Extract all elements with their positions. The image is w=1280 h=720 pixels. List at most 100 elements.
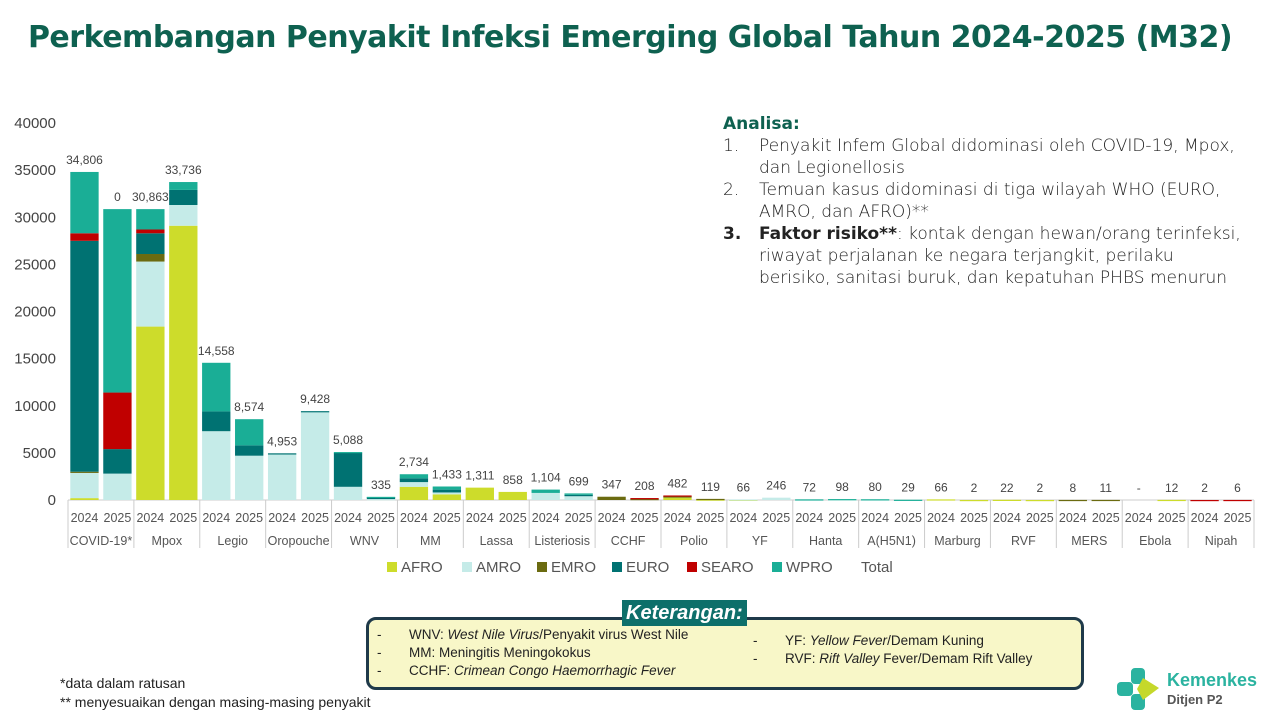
x-tick-year: 2025	[1026, 511, 1054, 525]
page-title: Perkembangan Penyakit Infeksi Emerging G…	[27, 20, 1233, 55]
bar-segment-wpro	[169, 182, 198, 190]
x-category-label: Mpox	[152, 534, 183, 548]
bar-segment-emro	[70, 471, 99, 473]
legend-swatch-wpro	[772, 562, 782, 572]
bar-segment-wpro	[432, 486, 462, 490]
bar-segment-euro	[300, 411, 330, 413]
y-tick-label: 0	[48, 492, 56, 509]
total-data-label: 66	[934, 480, 948, 494]
bar-segment-searo	[630, 498, 659, 500]
x-category-label: COVID-19*	[70, 534, 133, 548]
bar-segment-amro	[333, 486, 363, 500]
total-data-label: 2	[971, 481, 978, 495]
bar-segment-afro	[70, 498, 99, 500]
x-tick-year: 2025	[828, 511, 856, 525]
full-name: Crimean Congo Haemorrhagic Fever	[454, 663, 676, 678]
x-category-label: WNV	[350, 534, 380, 548]
legend-swatch-afro	[387, 562, 397, 572]
footnote: ** menyesuaikan dengan masing-masing pen…	[60, 694, 371, 710]
total-data-label: 8	[1069, 481, 1076, 495]
bar-segment-wpro	[235, 419, 264, 446]
x-tick-year: 2024	[729, 511, 757, 525]
bar-segment-wpro	[828, 499, 857, 501]
x-category-label: RVF	[1011, 534, 1036, 548]
x-tick-year: 2024	[664, 511, 692, 525]
analysis-num: 2.	[723, 180, 740, 200]
full-name: West Nile Virus	[447, 627, 540, 642]
legend-swatch-emro	[537, 562, 547, 572]
bar-segment-amro	[300, 412, 330, 500]
total-data-label: 347	[602, 478, 622, 492]
total-data-label: 119	[701, 480, 720, 494]
logo-name: Kemenkes	[1167, 670, 1258, 690]
x-tick-year: 2024	[400, 511, 428, 525]
bar-segment-emro	[1058, 499, 1087, 502]
bar-segment-amro	[103, 473, 132, 500]
bar-segment-amro	[564, 496, 593, 500]
bar-segment-amro	[70, 472, 99, 499]
description: /Penyakit virus West Nile	[539, 627, 689, 642]
total-data-label: 33,736	[165, 163, 202, 177]
legend-label: Total	[861, 559, 893, 576]
bar-segment-afro	[465, 487, 494, 500]
bar-segment-wpro	[70, 171, 99, 234]
total-data-label: 66	[737, 480, 751, 494]
total-data-label: 2,734	[399, 455, 429, 469]
legend-label: WPRO	[786, 559, 833, 576]
bar-segment-amro	[366, 499, 396, 501]
analysis-num: 3.	[723, 224, 742, 244]
x-tick-year: 2025	[762, 511, 790, 525]
bar-segment-afro	[1025, 499, 1055, 502]
bullet-dash: -	[753, 633, 758, 648]
bar-segment-afro	[169, 225, 198, 501]
bar-segment-euro	[136, 233, 165, 255]
x-category-label: Marburg	[934, 534, 981, 548]
bar-segment-amro	[235, 455, 264, 500]
bar-segment-amro	[169, 204, 198, 226]
bar-segment-amro	[531, 492, 560, 500]
bar-segment-searo	[70, 233, 99, 241]
total-data-label: 699	[569, 474, 589, 488]
bar-segment-emro	[696, 498, 725, 501]
abbr: CCHF:	[409, 663, 454, 678]
total-data-label: 80	[868, 480, 882, 494]
analysis-num: 1.	[723, 136, 740, 156]
bar-segment-euro	[103, 449, 132, 474]
bar-segment-wpro	[202, 362, 231, 412]
bullet-dash: -	[377, 627, 382, 642]
bar-segment-euro	[399, 478, 429, 483]
bar-segment-emro	[1091, 499, 1120, 502]
total-data-label: 4,953	[267, 434, 297, 448]
x-tick-year: 2025	[1158, 511, 1186, 525]
bar-segment-emro	[663, 496, 692, 498]
bar-segment-amro	[202, 431, 231, 500]
y-tick-label: 30000	[14, 209, 56, 226]
x-tick-year: 2025	[894, 511, 922, 525]
y-tick-label: 15000	[14, 351, 56, 368]
bar-segment-afro	[498, 491, 527, 500]
legend-swatch-euro	[612, 562, 622, 572]
analysis-item: Temuan kasus didominasi di tiga wilayah …	[759, 180, 1221, 222]
bar-segment-amro	[432, 492, 462, 495]
total-data-label: 335	[371, 478, 391, 492]
bar-segment-emro	[136, 254, 165, 262]
legend-label: AMRO	[476, 559, 521, 576]
x-category-label: Hanta	[809, 534, 842, 548]
total-data-label: 72	[803, 480, 817, 494]
description: Fever/Demam Rift Valley	[879, 651, 1033, 666]
bar-segment-amro	[729, 499, 758, 501]
bar-segment-wpro	[136, 209, 165, 230]
bar-segment-euro	[202, 411, 231, 432]
legend-label: EMRO	[551, 559, 596, 576]
x-tick-year: 2024	[334, 511, 362, 525]
total-data-label: 9,428	[300, 392, 330, 406]
x-tick-year: 2025	[433, 511, 461, 525]
total-data-label: 246	[766, 479, 786, 493]
footnotes: *data dalam ratusan ** menyesuaikan deng…	[60, 674, 371, 712]
bar-segment-afro	[136, 326, 165, 500]
x-tick-year: 2024	[927, 511, 955, 525]
x-category-label: Lassa	[480, 534, 513, 548]
bar-segment-amro	[267, 454, 297, 500]
abbr: MM:	[409, 645, 439, 660]
bar-segment-afro	[926, 499, 956, 501]
